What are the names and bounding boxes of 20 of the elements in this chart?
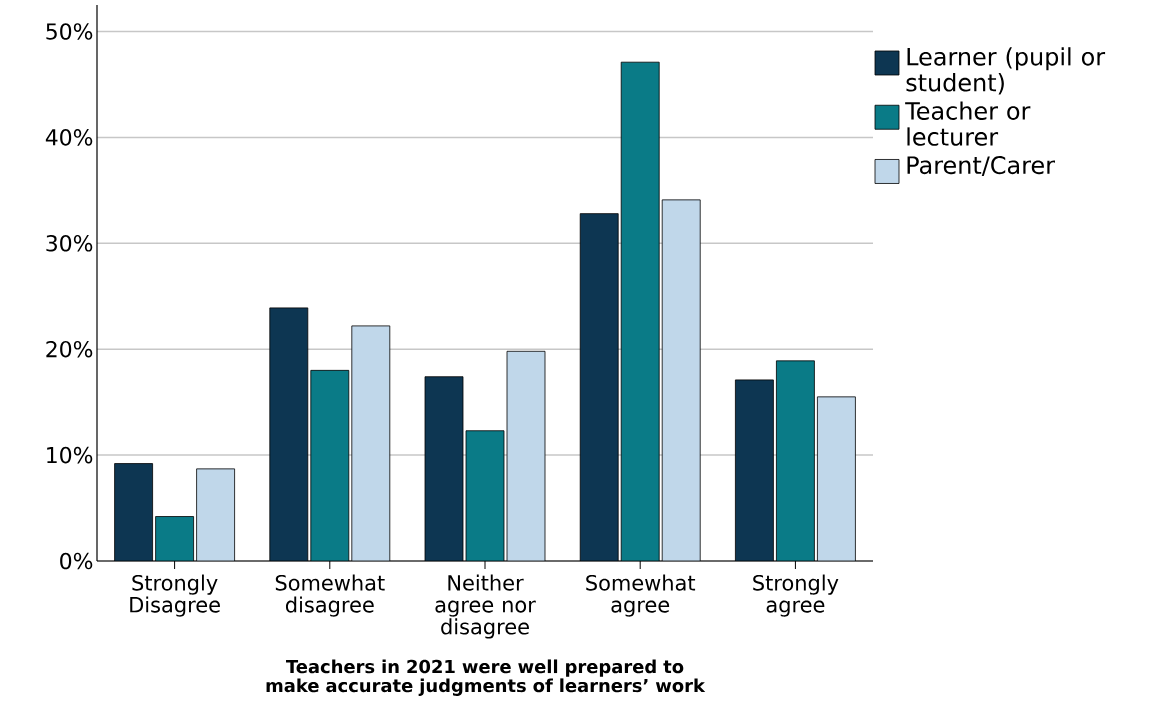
x-tick-label: Somewhat disagree: [275, 574, 385, 617]
x-tick-label: Strongly agree: [753, 574, 839, 617]
legend-label: Learner (pupil or student): [906, 47, 1106, 95]
y-tick-label: 0%: [60, 552, 93, 570]
x-tick-label: Neither agree nor disagree: [435, 574, 536, 639]
y-tick-label: 10%: [47, 446, 93, 464]
legend-label: Parent/Carer: [907, 156, 1056, 177]
bar: [155, 516, 194, 561]
legend-label: Teacher or lecturer: [905, 101, 1031, 146]
bar: [621, 62, 660, 561]
y-tick-label: 30%: [46, 235, 93, 252]
x-tick-label: Strongly Disagree: [130, 574, 220, 617]
bar: [776, 360, 815, 561]
x-tick-label: Somewhat agree: [586, 574, 696, 617]
y-tick-label: 20%: [46, 340, 93, 358]
x-axis-title: Teachers in 2021 were well prepared to make accurate judgments of learners’ work: [266, 659, 706, 696]
y-tick-label: 40%: [45, 129, 93, 146]
bar: [310, 370, 349, 561]
y-tick-label: 50%: [46, 23, 93, 40]
bar: [466, 430, 504, 561]
